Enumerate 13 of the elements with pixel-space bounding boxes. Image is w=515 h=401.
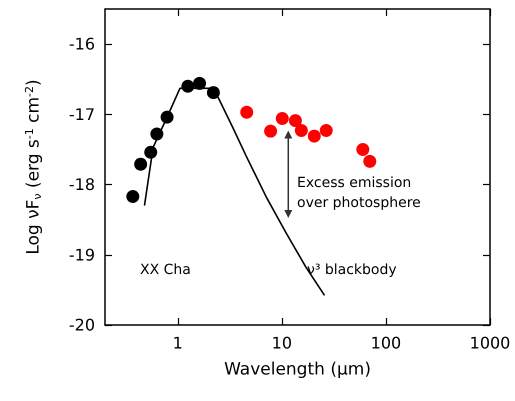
y-axis-title: Log νFν (erg s-1 cm-2) (23, 79, 44, 255)
x-tick-label: 100 (370, 334, 402, 352)
y-tick-label: -20 (68, 316, 95, 334)
y-tick-label: -17 (68, 104, 95, 124)
y-tick-label: -19 (68, 245, 95, 264)
x-tick-label: 1 (172, 334, 183, 352)
y-tick-label: -16 (68, 34, 95, 54)
annotation: XX Cha (140, 262, 191, 278)
x-tick-label: 10 (272, 334, 292, 352)
x-axis-title: Wavelength (μm) (224, 360, 371, 380)
y-tick-label: -18 (68, 175, 95, 194)
annotation: Excess emission over photosphere (297, 175, 421, 211)
x-tick-label: 1000 (470, 334, 510, 352)
